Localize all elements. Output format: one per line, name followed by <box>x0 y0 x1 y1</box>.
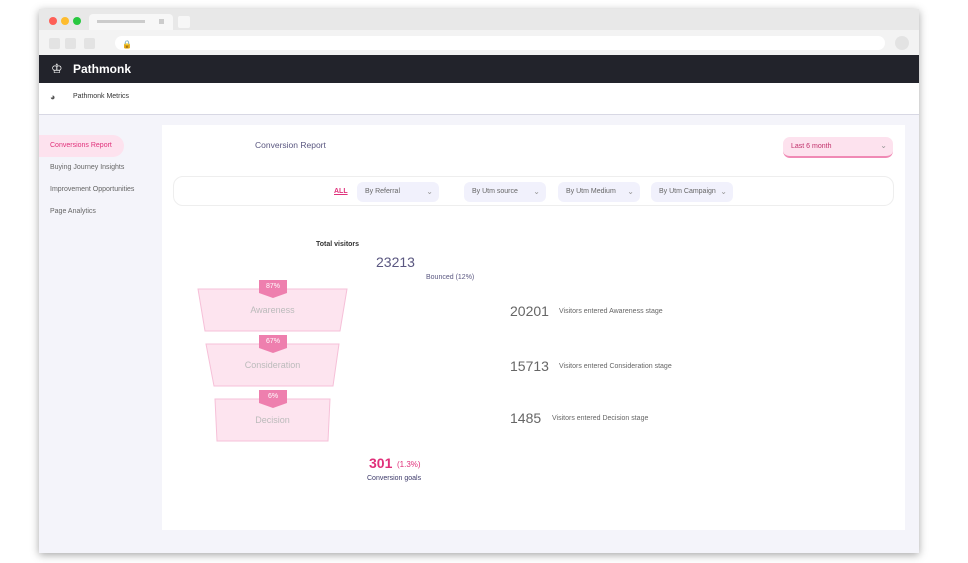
profile-icon[interactable] <box>895 36 909 50</box>
chevron-down-icon: ⌄ <box>426 187 433 196</box>
period-select[interactable]: Last 6 month ⌄ <box>783 137 893 158</box>
funnel-consideration <box>205 343 340 387</box>
pathmonk-logo-icon: ♔ <box>51 61 63 76</box>
browser-window: 🔒 ♔ Pathmonk ◕ Pathmonk Metrics Conversi… <box>39 9 919 553</box>
brand-name: Pathmonk <box>73 62 132 76</box>
minimize-window-button[interactable] <box>61 17 69 25</box>
select-label: By Referral <box>365 188 401 195</box>
address-bar[interactable]: 🔒 <box>115 36 885 50</box>
period-value: Last 6 month <box>791 143 832 150</box>
funnel-graphic <box>197 280 348 442</box>
close-window-button[interactable] <box>49 17 57 25</box>
sidebar-item-conversions-report[interactable]: Conversions Report <box>39 135 124 157</box>
browser-tab[interactable] <box>89 14 173 30</box>
awareness-pct: 87% <box>265 283 280 290</box>
metrics-icon: ◕ <box>50 92 56 102</box>
sidebar-item-improvement-opportunities[interactable]: Improvement Opportunities <box>50 186 135 193</box>
chevron-down-icon: ⌄ <box>533 187 540 196</box>
filter-bar: ALL By Referral ⌄ By Utm source ⌄ By Utm M… <box>173 176 894 206</box>
page-title: Conversion Report <box>255 140 326 150</box>
funnel-decision <box>214 398 331 442</box>
decision-count: 1485 <box>510 410 542 426</box>
bounced-label: Bounced (12%) <box>426 274 475 281</box>
funnel-awareness <box>197 288 348 332</box>
forward-button[interactable] <box>65 38 76 49</box>
badge-awareness <box>259 280 287 298</box>
chevron-down-icon: ⌄ <box>720 187 727 196</box>
consideration-pct: 67% <box>265 338 280 345</box>
chevron-down-icon: ⌄ <box>627 187 634 196</box>
referral-select[interactable]: By Referral ⌄ <box>357 182 439 202</box>
select-label: By Utm source <box>472 188 518 195</box>
conversion-goals-label: Conversion goals <box>367 475 422 482</box>
maximize-window-button[interactable] <box>73 17 81 25</box>
consideration-label: Consideration <box>244 360 301 370</box>
sidebar-item-page-analytics[interactable]: Page Analytics <box>50 208 96 215</box>
close-tab-icon[interactable] <box>159 19 164 24</box>
decision-label: Decision <box>255 415 290 425</box>
badge-consideration <box>259 335 287 353</box>
filter-all-link[interactable]: ALL <box>334 188 348 195</box>
decision-desc: Visitors entered Decision stage <box>552 415 649 422</box>
consideration-desc: Visitors entered Consideration stage <box>559 363 672 370</box>
utm-source-select[interactable]: By Utm source ⌄ <box>464 182 546 202</box>
report-card: Conversion Report Last 6 month ⌄ ALL By R… <box>162 125 905 530</box>
browser-chrome: 🔒 <box>39 9 919 55</box>
back-button[interactable] <box>49 38 60 49</box>
utm-campaign-select[interactable]: By Utm Campaign ⌄ <box>651 182 733 202</box>
consideration-count: 15713 <box>510 358 549 374</box>
chevron-down-icon: ⌄ <box>880 141 887 150</box>
new-tab-button[interactable] <box>178 16 190 28</box>
sidebar: Conversions Report Buying Journey Insigh… <box>39 115 161 553</box>
conversion-goals-pct: (1.3%) <box>397 460 421 469</box>
utm-medium-select[interactable]: By Utm Medium ⌄ <box>558 182 640 202</box>
sidebar-item-buying-journey-insights[interactable]: Buying Journey Insights <box>50 164 125 171</box>
awareness-count: 20201 <box>510 303 549 319</box>
reload-button[interactable] <box>84 38 95 49</box>
select-label: By Utm Medium <box>566 188 616 195</box>
awareness-desc: Visitors entered Awareness stage <box>559 308 663 315</box>
lock-icon: 🔒 <box>122 40 132 49</box>
total-visitors-value: 23213 <box>376 254 415 270</box>
badge-decision <box>259 390 287 408</box>
app-header: ♔ Pathmonk <box>39 55 919 83</box>
sub-header: ◕ Pathmonk Metrics <box>39 83 919 115</box>
sub-header-title[interactable]: Pathmonk Metrics <box>73 93 130 100</box>
decision-pct: 6% <box>267 393 279 400</box>
conversion-goals-value: 301 <box>369 455 393 471</box>
select-label: By Utm Campaign <box>659 188 716 195</box>
total-visitors-label: Total visitors <box>316 241 360 248</box>
awareness-label: Awareness <box>250 305 295 315</box>
